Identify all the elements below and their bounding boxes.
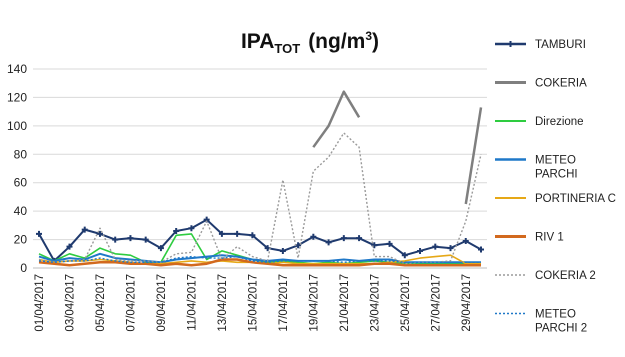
chart-title-unit: (ng/m <box>308 30 365 53</box>
y-tick-label-60: 60 <box>14 176 28 190</box>
y-tick-label-20: 20 <box>14 233 28 247</box>
series-cokeria <box>312 90 483 205</box>
line-cokeria-2 <box>38 132 482 265</box>
legend-label-direzione: Direzione <box>535 116 584 128</box>
point-tamburi-5 <box>112 236 119 243</box>
x-tick-label-14: 15/04/2017 <box>247 274 259 332</box>
legend-marker-tamburi <box>507 41 514 47</box>
chart-title-subscript: TOT <box>274 41 300 56</box>
y-tick-label-0: 0 <box>20 261 27 275</box>
chart-title-unit-superscript: 3 <box>365 29 372 43</box>
line-cokeria <box>312 90 483 205</box>
point-tamburi-20 <box>340 235 347 242</box>
point-tamburi-13 <box>234 230 241 237</box>
chart-title-unit-close: ) <box>372 30 379 53</box>
series-meteo-parchi <box>38 252 481 264</box>
point-tamburi-7 <box>142 236 149 243</box>
point-tamburi-16 <box>279 247 286 254</box>
x-tick-label-4: 05/04/2017 <box>95 274 107 332</box>
y-tick-label-40: 40 <box>14 204 28 218</box>
point-tamburi-3 <box>81 226 88 233</box>
y-tick-label-120: 120 <box>7 90 27 104</box>
point-tamburi-12 <box>218 230 225 237</box>
legend-item-tamburi: TAMBURI <box>495 39 586 51</box>
point-tamburi-23 <box>386 240 393 247</box>
legend-label-riv-1: RIV 1 <box>535 232 564 244</box>
point-tamburi-0 <box>36 230 42 237</box>
y-tick-label-100: 100 <box>7 119 27 133</box>
point-tamburi-26 <box>432 243 439 250</box>
point-tamburi-19 <box>325 239 332 246</box>
point-tamburi-9 <box>173 228 180 235</box>
legend-item-riv-1: RIV 1 <box>495 232 564 244</box>
x-tick-label-10: 11/04/2017 <box>186 274 198 331</box>
x-tick-label-12: 13/04/2017 <box>217 274 229 332</box>
legend-item-portineria-c: PORTINERIA C <box>495 193 616 205</box>
point-tamburi-21 <box>356 235 363 242</box>
legend-item-cokeria: COKERIA <box>495 78 587 90</box>
point-tamburi-29 <box>478 246 484 253</box>
legend-label-meteo-parchi: METEO PARCHI <box>535 155 578 181</box>
legend-label-cokeria: COKERIA <box>535 78 587 90</box>
point-tamburi-18 <box>310 233 317 240</box>
point-tamburi-6 <box>127 235 134 242</box>
series-cokeria-2 <box>38 132 482 265</box>
x-axis: 01/04/2017 03/04/2017 05/04/2017 07/04/2017… <box>34 274 473 332</box>
gridlines <box>33 68 487 269</box>
x-tick-label-20: 21/04/2017 <box>339 274 351 332</box>
x-tick-label-0: 01/04/2017 <box>34 274 46 332</box>
legend-item-direzione: Direzione <box>495 116 584 128</box>
x-tick-label-22: 23/04/2017 <box>369 274 381 332</box>
legend: TAMBURI COKERIA Direzione METEO PARCHI PORTIN… <box>495 39 616 335</box>
point-tamburi-25 <box>417 247 424 254</box>
point-tamburi-10 <box>188 225 195 232</box>
legend-item-cokeria-2: COKERIA 2 <box>495 270 596 282</box>
legend-label-cokeria-2: COKERIA 2 <box>535 270 596 282</box>
legend-label-tamburi: TAMBURI <box>535 39 586 51</box>
point-tamburi-2 <box>66 243 73 250</box>
series-riv-1 <box>38 258 481 267</box>
point-tamburi-4 <box>96 230 103 237</box>
x-tick-label-8: 09/04/2017 <box>156 274 168 332</box>
point-tamburi-27 <box>447 245 454 252</box>
x-tick-label-26: 27/04/2017 <box>430 274 442 332</box>
x-tick-label-28: 29/04/2017 <box>461 274 473 332</box>
x-tick-label-18: 19/04/2017 <box>308 274 320 332</box>
legend-item-meteo-parchi-2: METEO PARCHI 2 <box>495 309 587 335</box>
legend-label-portineria-c: PORTINERIA C <box>535 193 616 205</box>
point-tamburi-28 <box>462 237 469 244</box>
chart-title: IPATOT (ng/m3) <box>241 29 379 56</box>
x-tick-label-24: 25/04/2017 <box>400 274 412 332</box>
y-tick-label-80: 80 <box>14 147 28 161</box>
y-tick-label-140: 140 <box>7 62 27 76</box>
y-axis: 0 20 40 60 80 100 120 140 <box>7 62 487 275</box>
x-tick-label-6: 07/04/2017 <box>125 274 137 332</box>
series-lines <box>36 90 484 267</box>
chart-title-main: IPA <box>241 30 274 53</box>
legend-item-meteo-parchi: METEO PARCHI <box>495 155 578 181</box>
point-tamburi-8 <box>157 245 164 252</box>
point-tamburi-14 <box>249 232 256 239</box>
point-tamburi-22 <box>371 242 378 249</box>
line-riv-1 <box>38 258 481 267</box>
point-tamburi-24 <box>401 252 408 259</box>
x-tick-label-16: 17/04/2017 <box>278 274 290 332</box>
line-meteo-parchi <box>38 252 481 264</box>
x-tick-label-2: 03/04/2017 <box>64 274 76 332</box>
series-tamburi <box>36 216 484 264</box>
legend-label-meteo-parchi-2: METEO PARCHI 2 <box>535 309 587 335</box>
